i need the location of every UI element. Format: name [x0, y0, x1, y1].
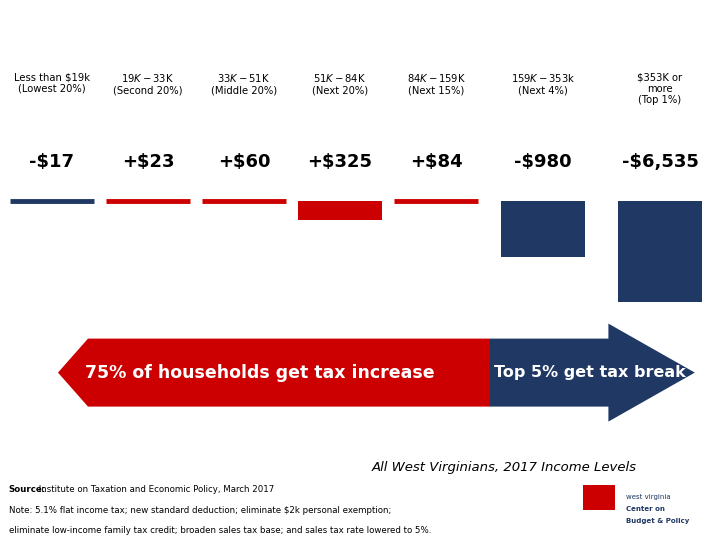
Bar	[298, 201, 382, 220]
Text: +$23: +$23	[122, 153, 174, 171]
Text: $159K-$353k
(Next 4%): $159K-$353k (Next 4%)	[511, 72, 575, 96]
Text: All West Virginians, 2017 Income Levels: All West Virginians, 2017 Income Levels	[372, 461, 636, 474]
Text: $33K-$51K
(Middle 20%): $33K-$51K (Middle 20%)	[211, 72, 277, 96]
Text: Less than $19k
(Lowest 20%): Less than $19k (Lowest 20%)	[14, 72, 90, 94]
Text: $353K or
more
(Top 1%): $353K or more (Top 1%)	[637, 72, 683, 105]
Text: $19K-$33K
(Second 20%): $19K-$33K (Second 20%)	[113, 72, 183, 96]
Text: -$980: -$980	[514, 153, 572, 171]
Text: +$60: +$60	[217, 153, 270, 171]
Text: $84K-$159K
(Next 15%): $84K-$159K (Next 15%)	[407, 72, 465, 96]
Bar	[501, 201, 585, 257]
Text: Center on: Center on	[626, 506, 665, 512]
Text: HB 2933 (Com Sub): HB 2933 (Com Sub)	[9, 27, 238, 47]
Text: 75% of households get tax increase: 75% of households get tax increase	[85, 363, 435, 382]
Text: Budget & Policy: Budget & Policy	[626, 518, 690, 524]
Bar	[618, 201, 702, 302]
Text: Note: 5.1% flat income tax; new standard deduction; eliminate $2k personal exemp: Note: 5.1% flat income tax; new standard…	[9, 507, 391, 515]
Polygon shape	[490, 323, 695, 422]
Text: $51K-$84K
(Next 20%): $51K-$84K (Next 20%)	[312, 72, 368, 96]
Bar	[583, 485, 615, 510]
Text: -$17: -$17	[30, 153, 74, 171]
Text: Top 5% get tax break: Top 5% get tax break	[494, 365, 686, 380]
Polygon shape	[58, 323, 490, 422]
Text: eliminate low-income family tax credit; broaden sales tax base; and sales tax ra: eliminate low-income family tax credit; …	[9, 526, 431, 535]
Text: +$325: +$325	[307, 153, 372, 171]
Text: -$6,535: -$6,535	[621, 153, 698, 171]
Text: Institute on Taxation and Economic Policy, March 2017: Institute on Taxation and Economic Polic…	[36, 485, 274, 494]
Text: west virginia: west virginia	[626, 494, 671, 500]
Text: +$84: +$84	[410, 153, 462, 171]
Text: Source:: Source:	[9, 485, 46, 494]
Text: : Flat 5.1% Personal Income Tax/5.0% Sales Tax: : Flat 5.1% Personal Income Tax/5.0% Sal…	[220, 27, 715, 47]
